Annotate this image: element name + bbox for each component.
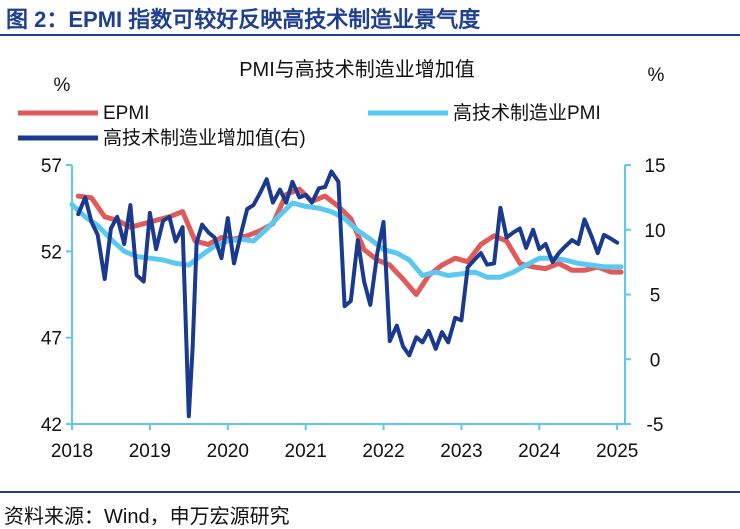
hightech-va-line: [76, 169, 620, 419]
x-tick-label: 2018: [51, 441, 93, 462]
hightech-pmi-line: [69, 200, 624, 280]
left-tick-label: 52: [41, 242, 62, 263]
series-layer: [69, 169, 624, 419]
x-tick-label: 2022: [362, 441, 404, 462]
right-tick-label: -5: [647, 415, 664, 436]
x-tick-label: 2019: [129, 441, 171, 462]
source-rule: [0, 491, 740, 493]
left-tick-label: 47: [41, 329, 62, 350]
right-tick-label: 10: [644, 221, 665, 242]
left-tick-label: 57: [41, 156, 62, 177]
source-note: 资料来源：Wind，申万宏源研究: [4, 506, 290, 528]
x-tick-label: 2023: [440, 441, 482, 462]
legend-label-epmi: EPMI: [103, 103, 149, 124]
figure-title: 图 2：EPMI 指数可较好反映高技术制造业景气度: [6, 7, 481, 32]
right-tick-label: 0: [650, 350, 661, 371]
x-tick-label: 2020: [207, 441, 249, 462]
x-tick-label: 2021: [285, 441, 327, 462]
right-axis-unit: %: [648, 65, 665, 86]
legend-label-hightech-va: 高技术制造业增加值(右): [103, 127, 306, 149]
left-tick-label: 42: [41, 415, 62, 436]
legend-label-hightech-pmi: 高技术制造业PMI: [453, 102, 601, 124]
left-axis-unit: %: [54, 75, 71, 96]
chart-title: PMI与高技术制造业增加值: [239, 58, 475, 81]
axes: 42 47 52 57 -5 0 5 10 15 2018 2019 2020 2021 2022 2023…: [41, 156, 666, 462]
x-tick-label: 2024: [518, 441, 561, 462]
right-tick-label: 5: [650, 286, 661, 307]
chart: PMI与高技术制造业增加值 % % EPMI 高技术制造业PMI 高技术制造业增…: [18, 58, 666, 462]
title-rule: [0, 34, 740, 36]
legend: EPMI 高技术制造业PMI 高技术制造业增加值(右): [18, 102, 601, 149]
right-tick-label: 15: [644, 156, 665, 177]
x-tick-label: 2025: [596, 441, 638, 462]
